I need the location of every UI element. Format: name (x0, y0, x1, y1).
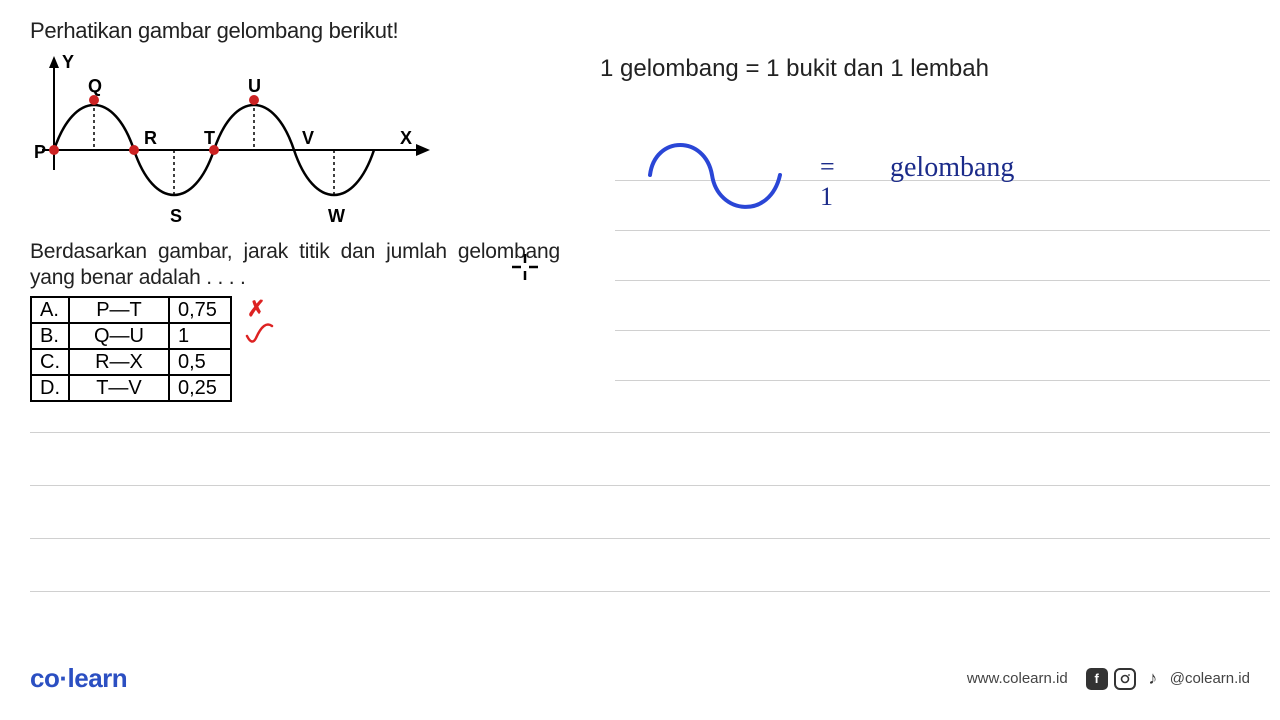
footer: co·learn www.colearn.id f ♪ @colearn.id (30, 663, 1250, 694)
facebook-icon: f (1086, 668, 1108, 690)
ruled-line (615, 280, 1270, 281)
wave-diagram: Y X P Q R S T U V W (24, 50, 454, 230)
svg-text:W: W (328, 206, 345, 226)
question-text: Berdasarkan gambar, jarak titik dan juml… (30, 239, 560, 292)
option-pair: R—X (69, 349, 169, 375)
handwritten-equals: = 1 (820, 152, 835, 212)
social-handle: @colearn.id (1170, 670, 1250, 687)
svg-text:R: R (144, 128, 157, 148)
option-value: 1 (169, 323, 231, 349)
brand-logo: co·learn (30, 663, 127, 694)
option-letter: A. (31, 297, 69, 323)
option-pair: Q—U (69, 323, 169, 349)
tiktok-icon: ♪ (1142, 668, 1164, 690)
question-title: Perhatikan gambar gelombang berikut! (30, 18, 560, 44)
cursor-icon (510, 252, 540, 282)
answer-table: A. P—T 0,75 B. Q—U 1 C. R—X 0,5 D. T—V 0… (30, 296, 232, 402)
option-pair: P—T (69, 297, 169, 323)
svg-text:Q: Q (88, 76, 102, 96)
option-value: 0,5 (169, 349, 231, 375)
svg-text:S: S (170, 206, 182, 226)
axis-y-label: Y (62, 52, 74, 72)
table-row: D. T—V 0,25 (31, 375, 231, 401)
logo-part-a: co (30, 663, 59, 693)
option-value: 0,25 (169, 375, 231, 401)
ruled-line-full (30, 432, 1270, 433)
explanation-column: 1 gelombang = 1 bukit dan 1 lembah (600, 55, 1240, 83)
website-url: www.colearn.id (967, 670, 1068, 687)
instagram-icon (1114, 668, 1136, 690)
handwritten-wave-icon (630, 130, 810, 210)
svg-text:✗: ✗ (247, 296, 265, 321)
table-row: B. Q—U 1 (31, 323, 231, 349)
wave-definition: 1 gelombang = 1 bukit dan 1 lembah (600, 55, 1240, 83)
svg-text:V: V (302, 128, 314, 148)
logo-part-b: learn (68, 663, 128, 693)
svg-text:U: U (248, 76, 261, 96)
option-pair: T—V (69, 375, 169, 401)
option-letter: D. (31, 375, 69, 401)
ruled-line-full (30, 591, 1270, 592)
svg-text:T: T (204, 128, 215, 148)
footer-right: www.colearn.id f ♪ @colearn.id (967, 668, 1250, 690)
ruled-line-full (30, 538, 1270, 539)
handwritten-label: gelombang (890, 152, 1014, 184)
origin-label: P (34, 142, 46, 162)
page-root: Perhatikan gambar gelombang berikut! Y X… (0, 0, 1280, 720)
ruled-line-full (30, 485, 1270, 486)
ruled-line (615, 330, 1270, 331)
table-row: C. R—X 0,5 (31, 349, 231, 375)
table-row: A. P—T 0,75 (31, 297, 231, 323)
handwritten-area: = 1 gelombang (630, 130, 810, 215)
option-letter: C. (31, 349, 69, 375)
question-column: Perhatikan gambar gelombang berikut! Y X… (30, 18, 560, 402)
ruled-line (615, 230, 1270, 231)
answer-marks: ✗ (242, 294, 282, 354)
option-value: 0,75 (169, 297, 231, 323)
social-icons: f ♪ @colearn.id (1086, 668, 1250, 690)
axis-x-label: X (400, 128, 412, 148)
option-letter: B. (31, 323, 69, 349)
ruled-line (615, 380, 1270, 381)
